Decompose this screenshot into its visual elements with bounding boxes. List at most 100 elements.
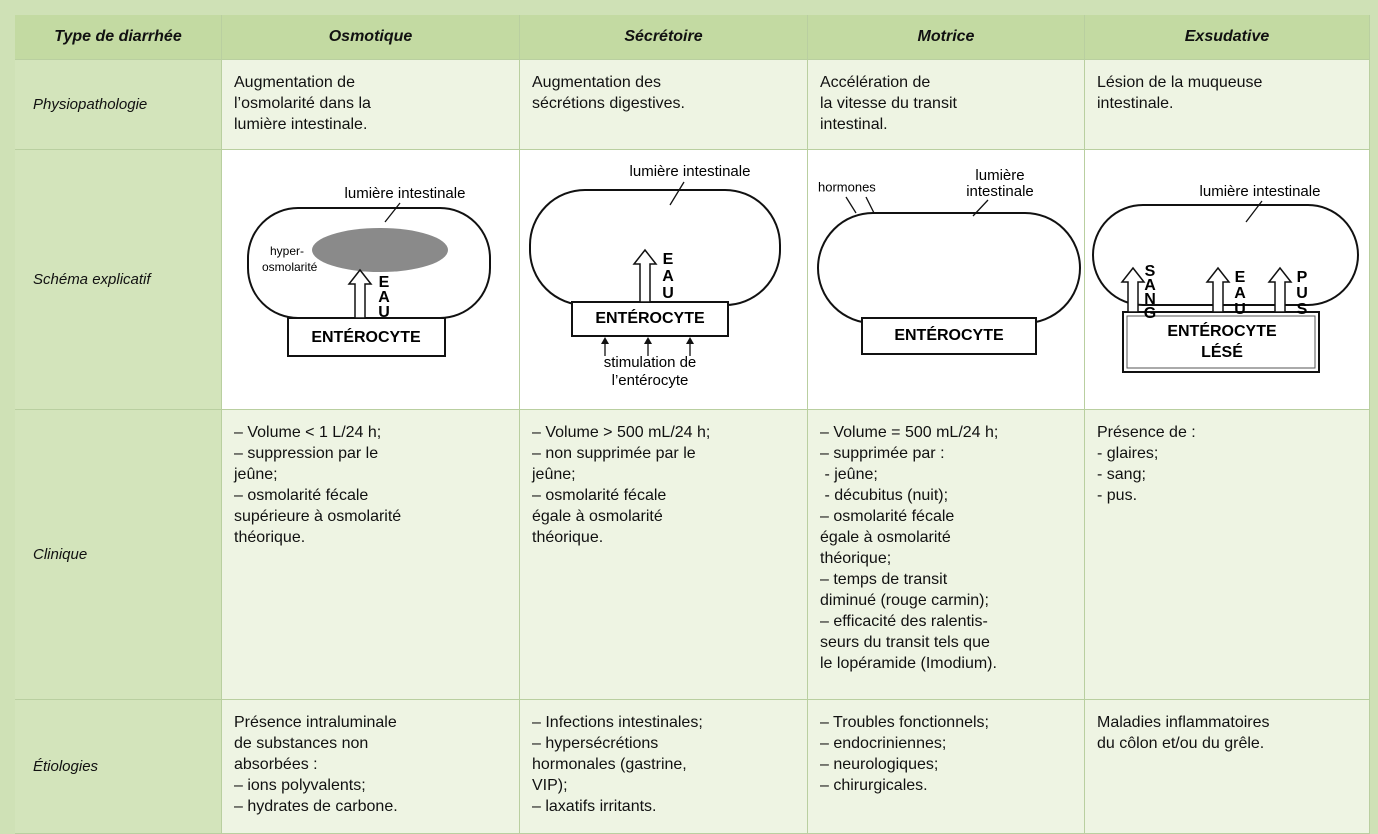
cell-line: supérieure à osmolarité [234, 508, 402, 525]
cell-line: – hydrates de carbone. [234, 798, 398, 815]
diagram-label: P [1297, 269, 1308, 286]
cell-line: théorique; [820, 550, 892, 567]
diagram-label: LÉSÉ [1201, 342, 1243, 361]
row-label: Schéma explicatif [15, 150, 222, 410]
diagram-label: ENTÉROCYTE [311, 327, 421, 346]
header-cell: Type de diarrhée [15, 15, 222, 60]
cell-line: Lésion de la muqueuse [1097, 74, 1263, 91]
diagram-label: E [663, 251, 674, 268]
cell-line: diminué (rouge carmin); [820, 592, 989, 609]
cell-line: intestinale. [1097, 95, 1174, 112]
cell-line: – osmolarité fécale [234, 487, 369, 504]
cell-line: Présence de : [1097, 424, 1196, 441]
cell-line: - sang; [1097, 466, 1146, 483]
pointer-line [384, 202, 401, 223]
cell-line: – Troubles fonctionnels; [820, 714, 989, 731]
diagram-label: A [662, 268, 674, 285]
cell-line: Augmentation de [234, 74, 355, 91]
diagram-label: osmolarité [262, 260, 318, 274]
cell-line: Maladies inflammatoires [1097, 714, 1270, 731]
cell-line: l’osmolarité dans la [234, 95, 371, 112]
arrow-head [601, 337, 609, 344]
row-label-text: Schéma explicatif [33, 271, 151, 288]
cell-line: du côlon et/ou du grêle. [1097, 735, 1265, 752]
lumen [817, 212, 1081, 324]
cell-line: – efficacité des ralentis- [820, 613, 988, 630]
diagram-label: G [1144, 305, 1156, 322]
cell-line: – supprimée par : [820, 445, 945, 462]
cell-line: – chirurgicales. [820, 777, 928, 794]
pointer-line [669, 181, 685, 206]
arrow [347, 268, 373, 319]
cell: – Volume > 500 mL/24 h; – non supprimée p… [520, 410, 808, 700]
cell-line: – non supprimée par le [532, 445, 696, 462]
cell-line: – ions polyvalents; [234, 777, 366, 794]
diagram-label: S [1145, 263, 1156, 280]
cell-line: – Infections intestinales; [532, 714, 703, 731]
diagram-label: l’entérocyte [612, 372, 689, 389]
header-text: Exsudative [1184, 28, 1270, 45]
row-label: Étiologies [15, 700, 222, 834]
cell-line: intestinal. [820, 116, 888, 133]
pointer-line [1245, 200, 1263, 223]
header-text: Motrice [917, 28, 975, 45]
arrow-head [686, 337, 694, 344]
arrow [1205, 266, 1231, 313]
cell-line: le lopéramide (Imodium). [820, 655, 997, 672]
cell-line: - pus. [1097, 487, 1138, 504]
row-label-text: Étiologies [33, 758, 99, 775]
diagram-label: U [1296, 285, 1308, 302]
cell-line: jeûne; [234, 466, 278, 483]
diagram-label: lumière intestinale [1200, 183, 1321, 200]
lumen [1092, 204, 1359, 306]
header-text: Sécrétoire [624, 28, 703, 45]
diagram-label: U [1234, 301, 1246, 318]
cell-line: Augmentation des [532, 74, 661, 91]
diagram-label: ENTÉROCYTE [894, 325, 1004, 344]
diagram-label: hormones [818, 179, 876, 194]
cell-line: – Volume = 500 mL/24 h; [820, 424, 999, 441]
diagram-label: lumière intestinale [630, 163, 751, 180]
cell: Augmentation de l’osmolarité dans la lumiè… [222, 60, 520, 150]
cell-line: de substances non [234, 735, 369, 752]
enterocyte [861, 317, 1037, 355]
cell-line: – neurologiques; [820, 756, 939, 773]
cell: Présence de : - glaires; - sang; - pus. [1085, 410, 1370, 700]
cell-line: – hypersécrétions [532, 735, 659, 752]
cell: Lésion de la muqueuse intestinale. [1085, 60, 1370, 150]
cell-line: théorique. [532, 529, 604, 546]
cell-line: Présence intraluminale [234, 714, 397, 731]
diagram-label: intestinale [966, 183, 1034, 200]
cell-line: hormonales (gastrine, [532, 756, 687, 773]
row-label-text: Physiopathologie [33, 96, 148, 113]
cell: – Volume < 1 L/24 h; – suppression par le… [222, 410, 520, 700]
cell-line: – osmolarité fécale [532, 487, 667, 504]
cell-line: - glaires; [1097, 445, 1159, 462]
diagram-label: ENTÉROCYTE [595, 308, 705, 327]
blob [312, 228, 448, 272]
cell-line: lumière intestinale. [234, 116, 368, 133]
header-cell: Osmotique [222, 15, 520, 60]
cell-line: sécrétions digestives. [532, 95, 685, 112]
cell-line: VIP); [532, 777, 568, 794]
diagram-label: hyper- [270, 244, 304, 258]
cell-line: égale à osmolarité [820, 529, 951, 546]
diagram-label: A [1234, 285, 1246, 302]
cell-line: Accélération de [820, 74, 931, 91]
enterocyte [571, 301, 729, 337]
cell-line: théorique. [234, 529, 306, 546]
header-cell: Exsudative [1085, 15, 1370, 60]
row-label: Physiopathologie [15, 60, 222, 150]
cell-line: égale à osmolarité [532, 508, 663, 525]
cell: – Volume = 500 mL/24 h; – supprimée par :… [808, 410, 1085, 700]
pointer-line [865, 196, 875, 214]
arrow [1120, 266, 1146, 313]
diagram-label: E [1235, 269, 1246, 286]
cell: Augmentation des sécrétions digestives. [520, 60, 808, 150]
row-label: Clinique [15, 410, 222, 700]
diagram-label: lumière intestinale [345, 185, 466, 202]
cell-line: – Volume < 1 L/24 h; [234, 424, 382, 441]
arrow [632, 248, 658, 303]
cell: Présence intraluminale de substances non a… [222, 700, 520, 834]
